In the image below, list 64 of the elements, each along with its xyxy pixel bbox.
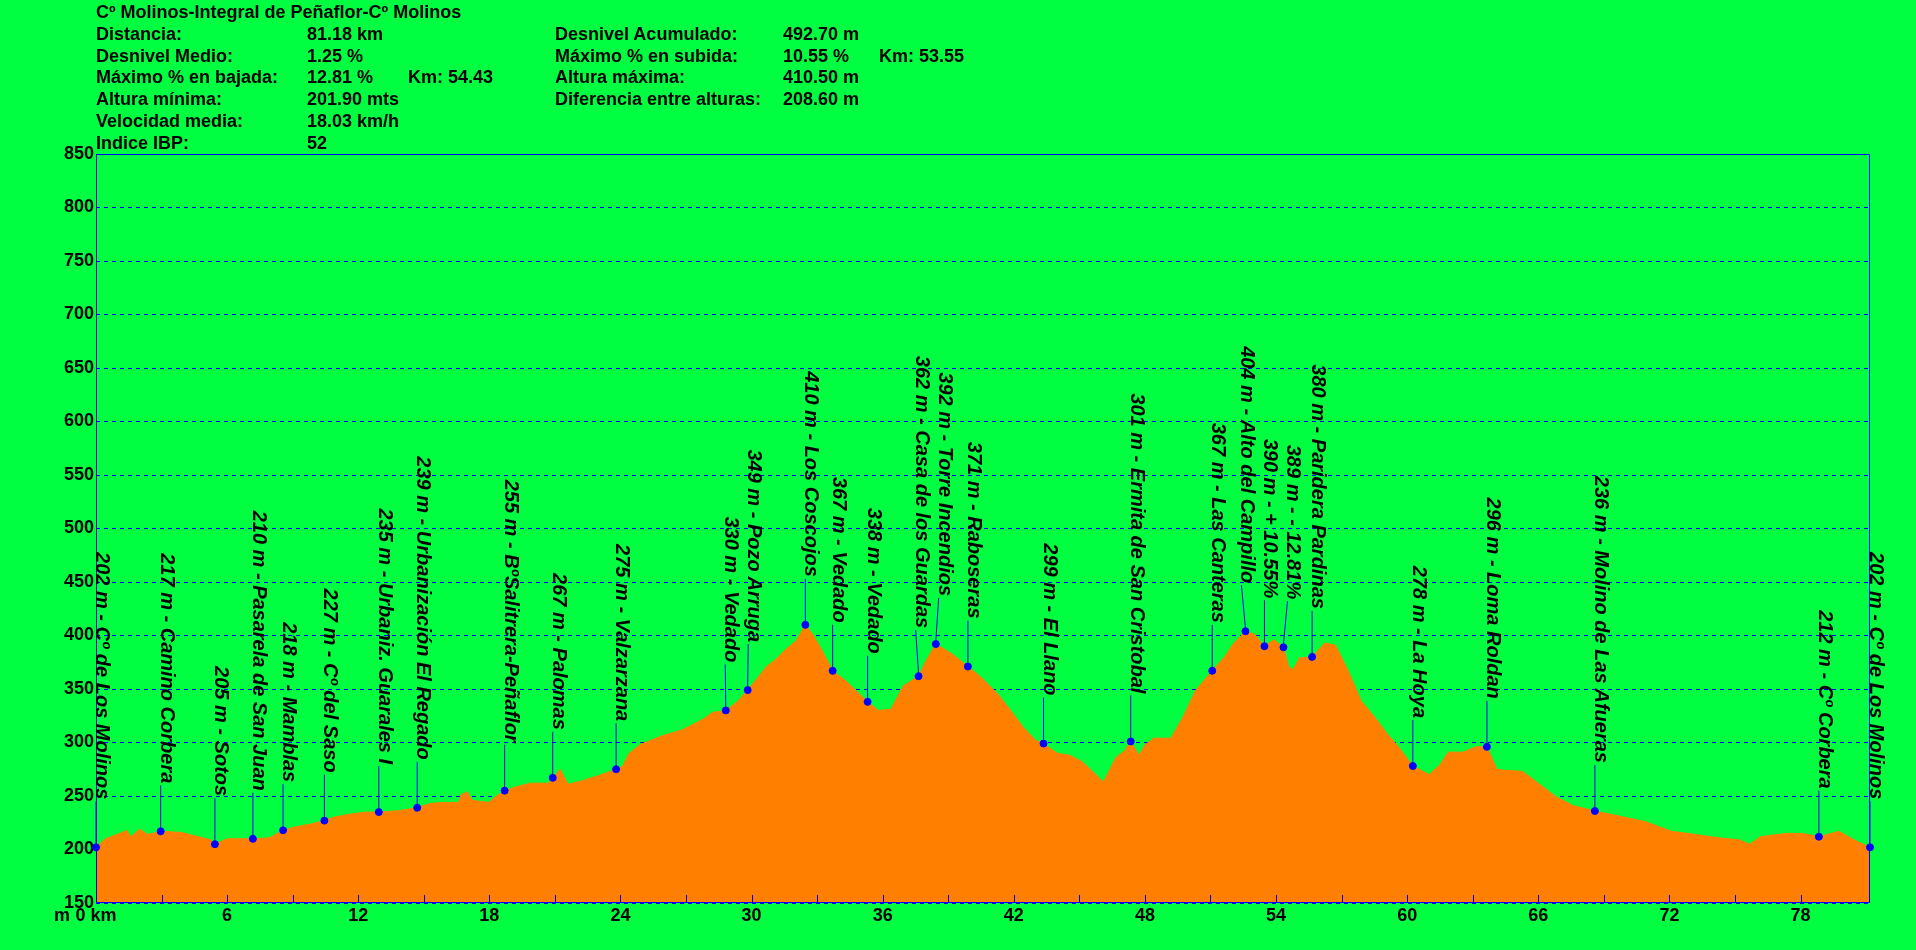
y-tick-label: 600	[63, 410, 94, 431]
data-label: 205 m - Sotos	[210, 665, 233, 797]
y-tick-label: 700	[63, 303, 94, 324]
x-tick-label: 72	[1659, 904, 1680, 925]
data-label: 278 m - La Hoya	[1408, 564, 1431, 719]
x-tick-label: 54	[1266, 904, 1287, 925]
x-tick-label: 78	[1790, 904, 1811, 925]
data-label: 410 m - Los Coscojos	[801, 370, 824, 577]
x-tick-label: 18	[479, 904, 500, 925]
x-tick-label: 48	[1134, 904, 1155, 925]
data-label: 380 m - Paridera Pardinas	[1308, 364, 1331, 609]
y-tick-label: 650	[63, 356, 94, 377]
y-tick-label: 300	[63, 731, 94, 752]
data-label: 404 m - Alto del Campillo	[1237, 345, 1260, 584]
x-tick-label: 6	[222, 904, 233, 925]
data-label: 389 m - - 12.81%	[1283, 444, 1306, 600]
x-tick-label: 36	[872, 904, 893, 925]
data-label: 371 m - Raboseras	[963, 441, 986, 619]
text: Distancia: 81.18 km Desnivel Acumulado: 492.70 m	[96, 23, 860, 44]
chart-title: Cº Molinos-Integral de Peñaflor-Cº Molinos	[96, 2, 462, 24]
y-tick-label: 800	[63, 196, 94, 217]
y-tick-label: 200	[63, 838, 94, 859]
data-label: 338 m - Vedado	[863, 507, 886, 654]
data-label: 217 m - Camino Corbera	[156, 552, 179, 784]
text: Indice IBP: 52	[96, 132, 328, 153]
y-tick-label: 400	[63, 624, 94, 645]
data-label: 367 m - Las Canteras	[1208, 422, 1231, 623]
x-tick-label: 60	[1397, 904, 1418, 925]
data-label: 255 m - BºSalitrera-Peñaflor	[500, 478, 523, 744]
data-label: 267 m - Palomas	[548, 572, 571, 730]
data-label: 330 m - Vedado	[721, 516, 744, 663]
data-label: 227 m - Cº del Saso	[320, 587, 343, 773]
data-label: 349 m - Pozo Arruga	[744, 449, 767, 643]
data-label: 210 m - Pasarela de San Juan	[248, 509, 271, 791]
x-tick-label: 66	[1528, 904, 1549, 925]
x-tick-label: 24	[610, 904, 631, 925]
y-tick-label: 550	[63, 463, 94, 484]
y-tick-label: 350	[63, 677, 94, 698]
data-label: 362 m - Casa de los Guardas	[911, 355, 934, 629]
text: Velocidad media: 18.03 km/h	[96, 111, 400, 131]
x-tick-label: 42	[1003, 904, 1024, 925]
data-label: 392 m - Torre Incendios	[934, 372, 957, 597]
x-tick-label: 12	[348, 904, 369, 925]
data-label: 202 m - Cº de Los Molinos	[1866, 551, 1888, 800]
data-label: 218 m - Mamblas	[279, 621, 302, 783]
data-label: 239 m - Urbanización El Regado	[413, 455, 436, 760]
x-tick-label: 30	[741, 904, 762, 925]
y-tick-label: 500	[63, 517, 94, 538]
text: Desnivel Medio: 1.25 % Máximo % en subida: 10.55 % Km: 53.55	[96, 45, 965, 66]
data-label: 235 m - Urbaniz. Guarales I	[374, 507, 397, 765]
y-tick-label: 850	[63, 142, 94, 163]
data-label: 367 m - Vedado	[828, 476, 851, 623]
text: Máximo % en bajada: 12.81 % Km: 54.43 Altura máxima: 410.50 m	[96, 67, 860, 88]
data-label: 236 m - Molino de Las Afueras	[1590, 474, 1613, 763]
data-label: 299 m - El Llano	[1039, 542, 1062, 696]
data-label: 296 m - Loma Roldan	[1482, 496, 1505, 699]
data-label: 212 m - Cº Corbera	[1814, 609, 1837, 789]
y-tick-label: 250	[63, 784, 94, 805]
y-tick-label: 450	[63, 570, 94, 591]
text: Altura mínima: 201.90 mts Diferencia entre alturas: 208.60 m	[96, 89, 860, 110]
data-label: 390 m - + 10.55%	[1260, 438, 1283, 599]
y-tick-label: 750	[63, 249, 94, 270]
data-label: 275 m - Valzarzana	[612, 543, 635, 722]
data-label: 301 m - Ermita de San Cristobal	[1126, 393, 1149, 694]
